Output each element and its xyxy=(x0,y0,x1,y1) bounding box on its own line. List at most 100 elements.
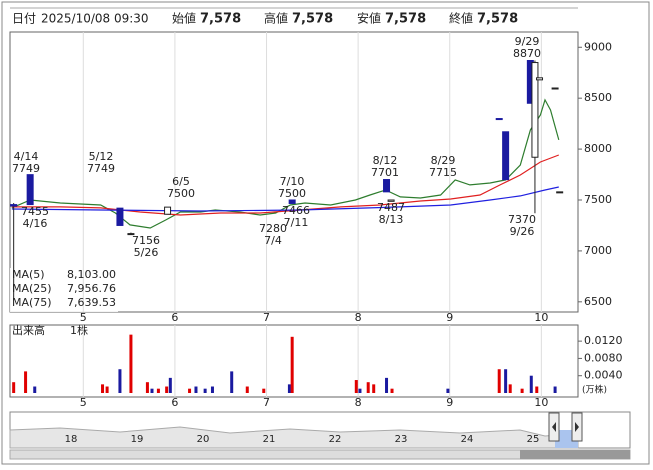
volume-bar xyxy=(287,384,291,393)
volume-bar xyxy=(446,388,450,393)
annotation-date: 7/4 xyxy=(264,234,282,247)
header-label: 安値 xyxy=(357,11,381,26)
navigator-label: 22 xyxy=(329,434,342,445)
x-tick-label: 8 xyxy=(355,396,362,409)
candle-body xyxy=(536,77,544,81)
volume-bar xyxy=(118,369,122,393)
volume-bar xyxy=(290,336,294,393)
candle-body xyxy=(551,87,559,90)
x-tick-label: 7 xyxy=(263,311,270,324)
volume-bar xyxy=(504,369,508,393)
y-tick-label: 8500 xyxy=(584,91,612,104)
legend-name: MA(5) xyxy=(12,268,45,281)
y-tick-label: 6500 xyxy=(584,295,612,308)
header-value: 7,578 xyxy=(292,12,333,27)
header-label: 始値 xyxy=(172,11,196,26)
volume-bar xyxy=(354,380,358,393)
y-tick-label: 7500 xyxy=(584,193,612,206)
y-tick-label: 0.0080 xyxy=(584,351,623,364)
annotation-date: 8/12 xyxy=(373,154,398,167)
volume-bar xyxy=(194,386,198,393)
header-label: 日付 xyxy=(12,12,36,26)
header-value: 2025/10/08 09:30 xyxy=(41,12,149,26)
navigator-label: 24 xyxy=(461,434,474,445)
volume-bar xyxy=(210,386,214,393)
annotation-date: 8/29 xyxy=(431,154,456,167)
candle-body xyxy=(502,131,510,181)
annotation-value: 7701 xyxy=(371,166,399,179)
handle-arrow xyxy=(552,422,556,432)
volume-bar xyxy=(520,388,524,393)
volume-bar xyxy=(245,386,249,393)
header-value: 7,578 xyxy=(200,12,241,27)
y-tick-label: 0.0120 xyxy=(584,334,623,347)
y-tick-label: 7000 xyxy=(584,244,612,257)
volume-bar xyxy=(24,371,28,393)
annotation-value: 7500 xyxy=(278,187,306,200)
annotation-date: 9/26 xyxy=(510,225,535,238)
y-tick-label: 8000 xyxy=(584,142,612,155)
annotation-date: 6/5 xyxy=(172,175,190,188)
scrollbar-thumb[interactable] xyxy=(520,450,630,459)
candle-body xyxy=(556,191,564,194)
x-tick-label: 7 xyxy=(263,396,270,409)
legend-name: MA(25) xyxy=(12,282,52,295)
y-tick-label: 9000 xyxy=(584,40,612,53)
handle-arrow xyxy=(575,422,579,432)
x-tick-label: 6 xyxy=(171,311,178,324)
volume-bar xyxy=(372,384,376,393)
header-label: 終値 xyxy=(449,11,473,26)
x-tick-label: 5 xyxy=(80,311,87,324)
annotation-value: 7370 xyxy=(508,213,536,226)
candle-body xyxy=(531,62,539,158)
volume-bar xyxy=(508,384,512,393)
y-tick-label: 0.0040 xyxy=(584,369,623,382)
volume-unit-label: 1株 xyxy=(70,323,88,337)
annotation-date: 8/13 xyxy=(379,213,404,226)
price-panel xyxy=(9,31,579,313)
volume-bar xyxy=(145,382,149,393)
ma-line xyxy=(11,186,559,212)
volume-bar xyxy=(230,371,234,393)
candle-body xyxy=(495,118,503,121)
annotation-value: 7749 xyxy=(87,162,115,175)
x-tick-label: 5 xyxy=(80,396,87,409)
x-tick-label: 10 xyxy=(534,396,548,409)
volume-bar xyxy=(105,386,109,393)
annotation-date: 7/10 xyxy=(280,175,305,188)
annotation-value: 7500 xyxy=(167,187,195,200)
volume-bar xyxy=(390,388,394,393)
candle-body xyxy=(127,233,135,236)
volume-bar xyxy=(165,386,169,393)
legend-value: 8,103.00 xyxy=(67,268,116,281)
legend-box xyxy=(10,268,118,312)
volume-bar xyxy=(358,388,362,393)
volume-bar xyxy=(188,388,192,393)
navigator-label: 21 xyxy=(263,434,276,445)
volume-bar xyxy=(33,386,37,393)
volume-bar xyxy=(203,388,207,393)
annotation-value: 7749 xyxy=(12,162,40,175)
candle-body xyxy=(116,207,124,226)
annotation-date: 7/11 xyxy=(284,216,309,229)
annotation-value: 7487 xyxy=(377,201,405,214)
volume-bar xyxy=(553,386,557,393)
volume-bar xyxy=(535,386,539,393)
volume-bar xyxy=(497,369,501,393)
volume-bar xyxy=(156,388,160,393)
candle-body xyxy=(10,204,18,207)
x-tick-label: 9 xyxy=(446,396,453,409)
annotation-value: 7466 xyxy=(282,204,310,217)
header-value: 7,578 xyxy=(385,12,426,27)
volume-label: 出来高 xyxy=(12,323,45,337)
volume-bar xyxy=(529,375,533,393)
volume-bar xyxy=(101,384,105,393)
navigator-label: 23 xyxy=(395,434,408,445)
candle-body xyxy=(288,199,296,204)
header-label: 高値 xyxy=(264,11,288,26)
x-tick-label: 9 xyxy=(446,311,453,324)
legend-value: 7,639.53 xyxy=(67,296,116,309)
annotation-date: 9/29 xyxy=(515,35,540,48)
legend-value: 7,956.76 xyxy=(67,282,116,295)
candle-body xyxy=(387,199,395,202)
